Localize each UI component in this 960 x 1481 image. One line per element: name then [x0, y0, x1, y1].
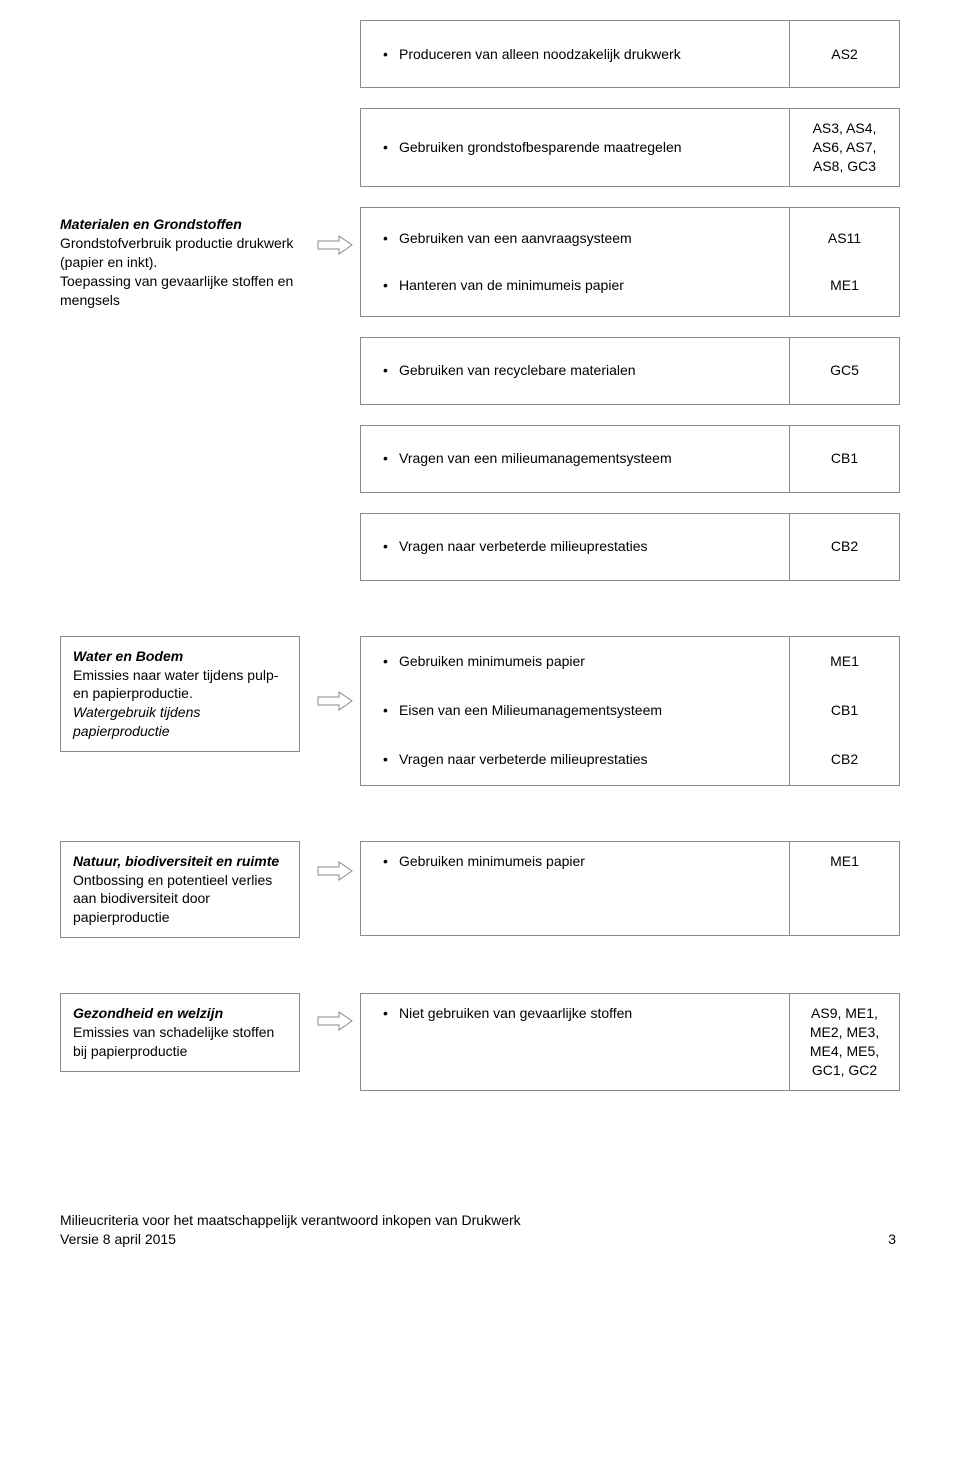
box-codes: CB1: [789, 426, 899, 492]
box-content: Vragen naar verbeterde milieuprestaties: [361, 514, 789, 580]
box-content: Gebruiken van een aanvraagsysteem Hanter…: [361, 208, 789, 316]
page-number: 3: [888, 1230, 900, 1249]
code: ME1: [830, 276, 859, 295]
box-natuur: Gebruiken minimumeis papier ME1: [360, 841, 900, 936]
section3-left-box: Natuur, biodiversiteit en ruimte Ontboss…: [60, 841, 300, 939]
bullet-item: Gebruiken grondstofbesparende maatregele…: [383, 138, 777, 157]
footer-line1: Milieucriteria voor het maatschappelijk …: [60, 1211, 521, 1230]
box-water-combined: Gebruiken minimumeis papier Eisen van ee…: [360, 636, 900, 786]
code: AS3, AS4, AS6, AS7, AS8, GC3: [798, 119, 891, 176]
arrow-icon: [317, 861, 353, 881]
section4-left-box: Gezondheid en welzijn Emissies van schad…: [60, 993, 300, 1072]
arrow-column: [310, 20, 360, 255]
code: CB1: [831, 701, 858, 720]
left-column: Natuur, biodiversiteit en ruimte Ontboss…: [60, 841, 310, 939]
bullet-item: Gebruiken minimumeis papier: [383, 652, 777, 671]
section1-body1: Grondstofverbruik productie drukwerk (pa…: [60, 235, 293, 270]
box-produceren: Produceren van alleen noodzakelijk drukw…: [360, 20, 900, 88]
arrow-column: [310, 841, 360, 881]
bullet-item: Hanteren van de minimumeis papier: [383, 276, 777, 295]
section4-body: Emissies van schadelijke stoffen bij pap…: [73, 1024, 274, 1059]
box-milieumanagement: Vragen van een milieumanagementsysteem C…: [360, 425, 900, 493]
bullet-item: Gebruiken minimumeis papier: [383, 852, 777, 871]
box-codes: ME1 CB1 CB2: [789, 637, 899, 785]
section-gezondheid: Gezondheid en welzijn Emissies van schad…: [60, 993, 900, 1091]
right-column: Niet gebruiken van gevaarlijke stoffen A…: [360, 993, 900, 1091]
arrow-icon: [317, 691, 353, 711]
code: CB2: [831, 750, 858, 769]
bullet-item: Niet gebruiken van gevaarlijke stoffen: [383, 1004, 777, 1023]
code: AS11: [828, 229, 861, 248]
box-codes: AS3, AS4, AS6, AS7, AS8, GC3: [789, 109, 899, 186]
box-content: Gebruiken van recyclebare materialen: [361, 338, 789, 404]
box-codes: AS11 ME1: [789, 208, 899, 316]
left-column: Gezondheid en welzijn Emissies van schad…: [60, 993, 310, 1072]
section3-title: Natuur, biodiversiteit en ruimte: [73, 853, 279, 869]
box-recyclebare: Gebruiken van recyclebare materialen GC5: [360, 337, 900, 405]
section1-title: Materialen en Grondstoffen: [60, 216, 242, 232]
box-content: Niet gebruiken van gevaarlijke stoffen: [361, 994, 789, 1090]
code: AS9, ME1, ME2, ME3, ME4, ME5, GC1, GC2: [798, 1004, 891, 1080]
bullet-item: Gebruiken van een aanvraagsysteem: [383, 229, 777, 248]
code: GC5: [830, 361, 859, 380]
code: ME1: [830, 652, 859, 671]
section1-left-text: Materialen en Grondstoffen Grondstofverb…: [60, 215, 300, 309]
code: AS2: [831, 45, 857, 64]
section-materialen: Materialen en Grondstoffen Grondstofverb…: [60, 20, 900, 581]
box-codes: AS2: [789, 21, 899, 87]
code: CB1: [831, 449, 858, 468]
box-codes: GC5: [789, 338, 899, 404]
section2-title: Water en Bodem: [73, 648, 183, 664]
arrow-column: [310, 636, 360, 711]
section-water: Water en Bodem Emissies naar water tijde…: [60, 636, 900, 786]
box-grondstofbesparende: Gebruiken grondstofbesparende maatregele…: [360, 108, 900, 187]
arrow-column: [310, 993, 360, 1031]
box-content: Gebruiken minimumeis papier: [361, 842, 789, 935]
bullet-item: Vragen naar verbeterde milieuprestaties: [383, 537, 777, 556]
bullet-item: Produceren van alleen noodzakelijk drukw…: [383, 45, 777, 64]
code: CB2: [831, 537, 858, 556]
right-column: Produceren van alleen noodzakelijk drukw…: [360, 20, 900, 581]
box-codes: ME1: [789, 842, 899, 935]
box-codes: CB2: [789, 514, 899, 580]
arrow-icon: [317, 1011, 353, 1031]
section-natuur: Natuur, biodiversiteit en ruimte Ontboss…: [60, 841, 900, 939]
footer-left: Milieucriteria voor het maatschappelijk …: [60, 1211, 521, 1249]
left-column: Materialen en Grondstoffen Grondstofverb…: [60, 20, 310, 309]
bullet-item: Gebruiken van recyclebare materialen: [383, 361, 777, 380]
box-content: Gebruiken grondstofbesparende maatregele…: [361, 109, 789, 186]
bullet-item: Vragen naar verbeterde milieuprestaties: [383, 750, 777, 769]
bullet-item: Eisen van een Milieumanagementsysteem: [383, 701, 777, 720]
bullet-item: Vragen van een milieumanagementsysteem: [383, 449, 777, 468]
box-content: Produceren van alleen noodzakelijk drukw…: [361, 21, 789, 87]
section1-body2: Toepassing van gevaarlijke stoffen en me…: [60, 273, 293, 308]
section2-body2: Watergebruik tijdens papierproductie: [73, 704, 200, 739]
section4-title: Gezondheid en welzijn: [73, 1005, 223, 1021]
box-gezondheid: Niet gebruiken van gevaarlijke stoffen A…: [360, 993, 900, 1091]
arrow-icon: [317, 235, 353, 255]
section2-left-box: Water en Bodem Emissies naar water tijde…: [60, 636, 300, 752]
left-column: Water en Bodem Emissies naar water tijde…: [60, 636, 310, 752]
footer-line2: Versie 8 april 2015: [60, 1230, 521, 1249]
code: ME1: [830, 852, 859, 871]
box-codes: AS9, ME1, ME2, ME3, ME4, ME5, GC1, GC2: [789, 994, 899, 1090]
section2-body1: Emissies naar water tijdens pulp- en pap…: [73, 667, 278, 702]
box-milieuprestaties: Vragen naar verbeterde milieuprestaties …: [360, 513, 900, 581]
box-content: Gebruiken minimumeis papier Eisen van ee…: [361, 637, 789, 785]
box-content: Vragen van een milieumanagementsysteem: [361, 426, 789, 492]
right-column: Gebruiken minimumeis papier Eisen van ee…: [360, 636, 900, 786]
page-footer: Milieucriteria voor het maatschappelijk …: [60, 1211, 900, 1249]
box-aanvraagsysteem: Gebruiken van een aanvraagsysteem Hanter…: [360, 207, 900, 317]
right-column: Gebruiken minimumeis papier ME1: [360, 841, 900, 936]
section3-body: Ontbossing en potentieel verlies aan bio…: [73, 872, 272, 926]
